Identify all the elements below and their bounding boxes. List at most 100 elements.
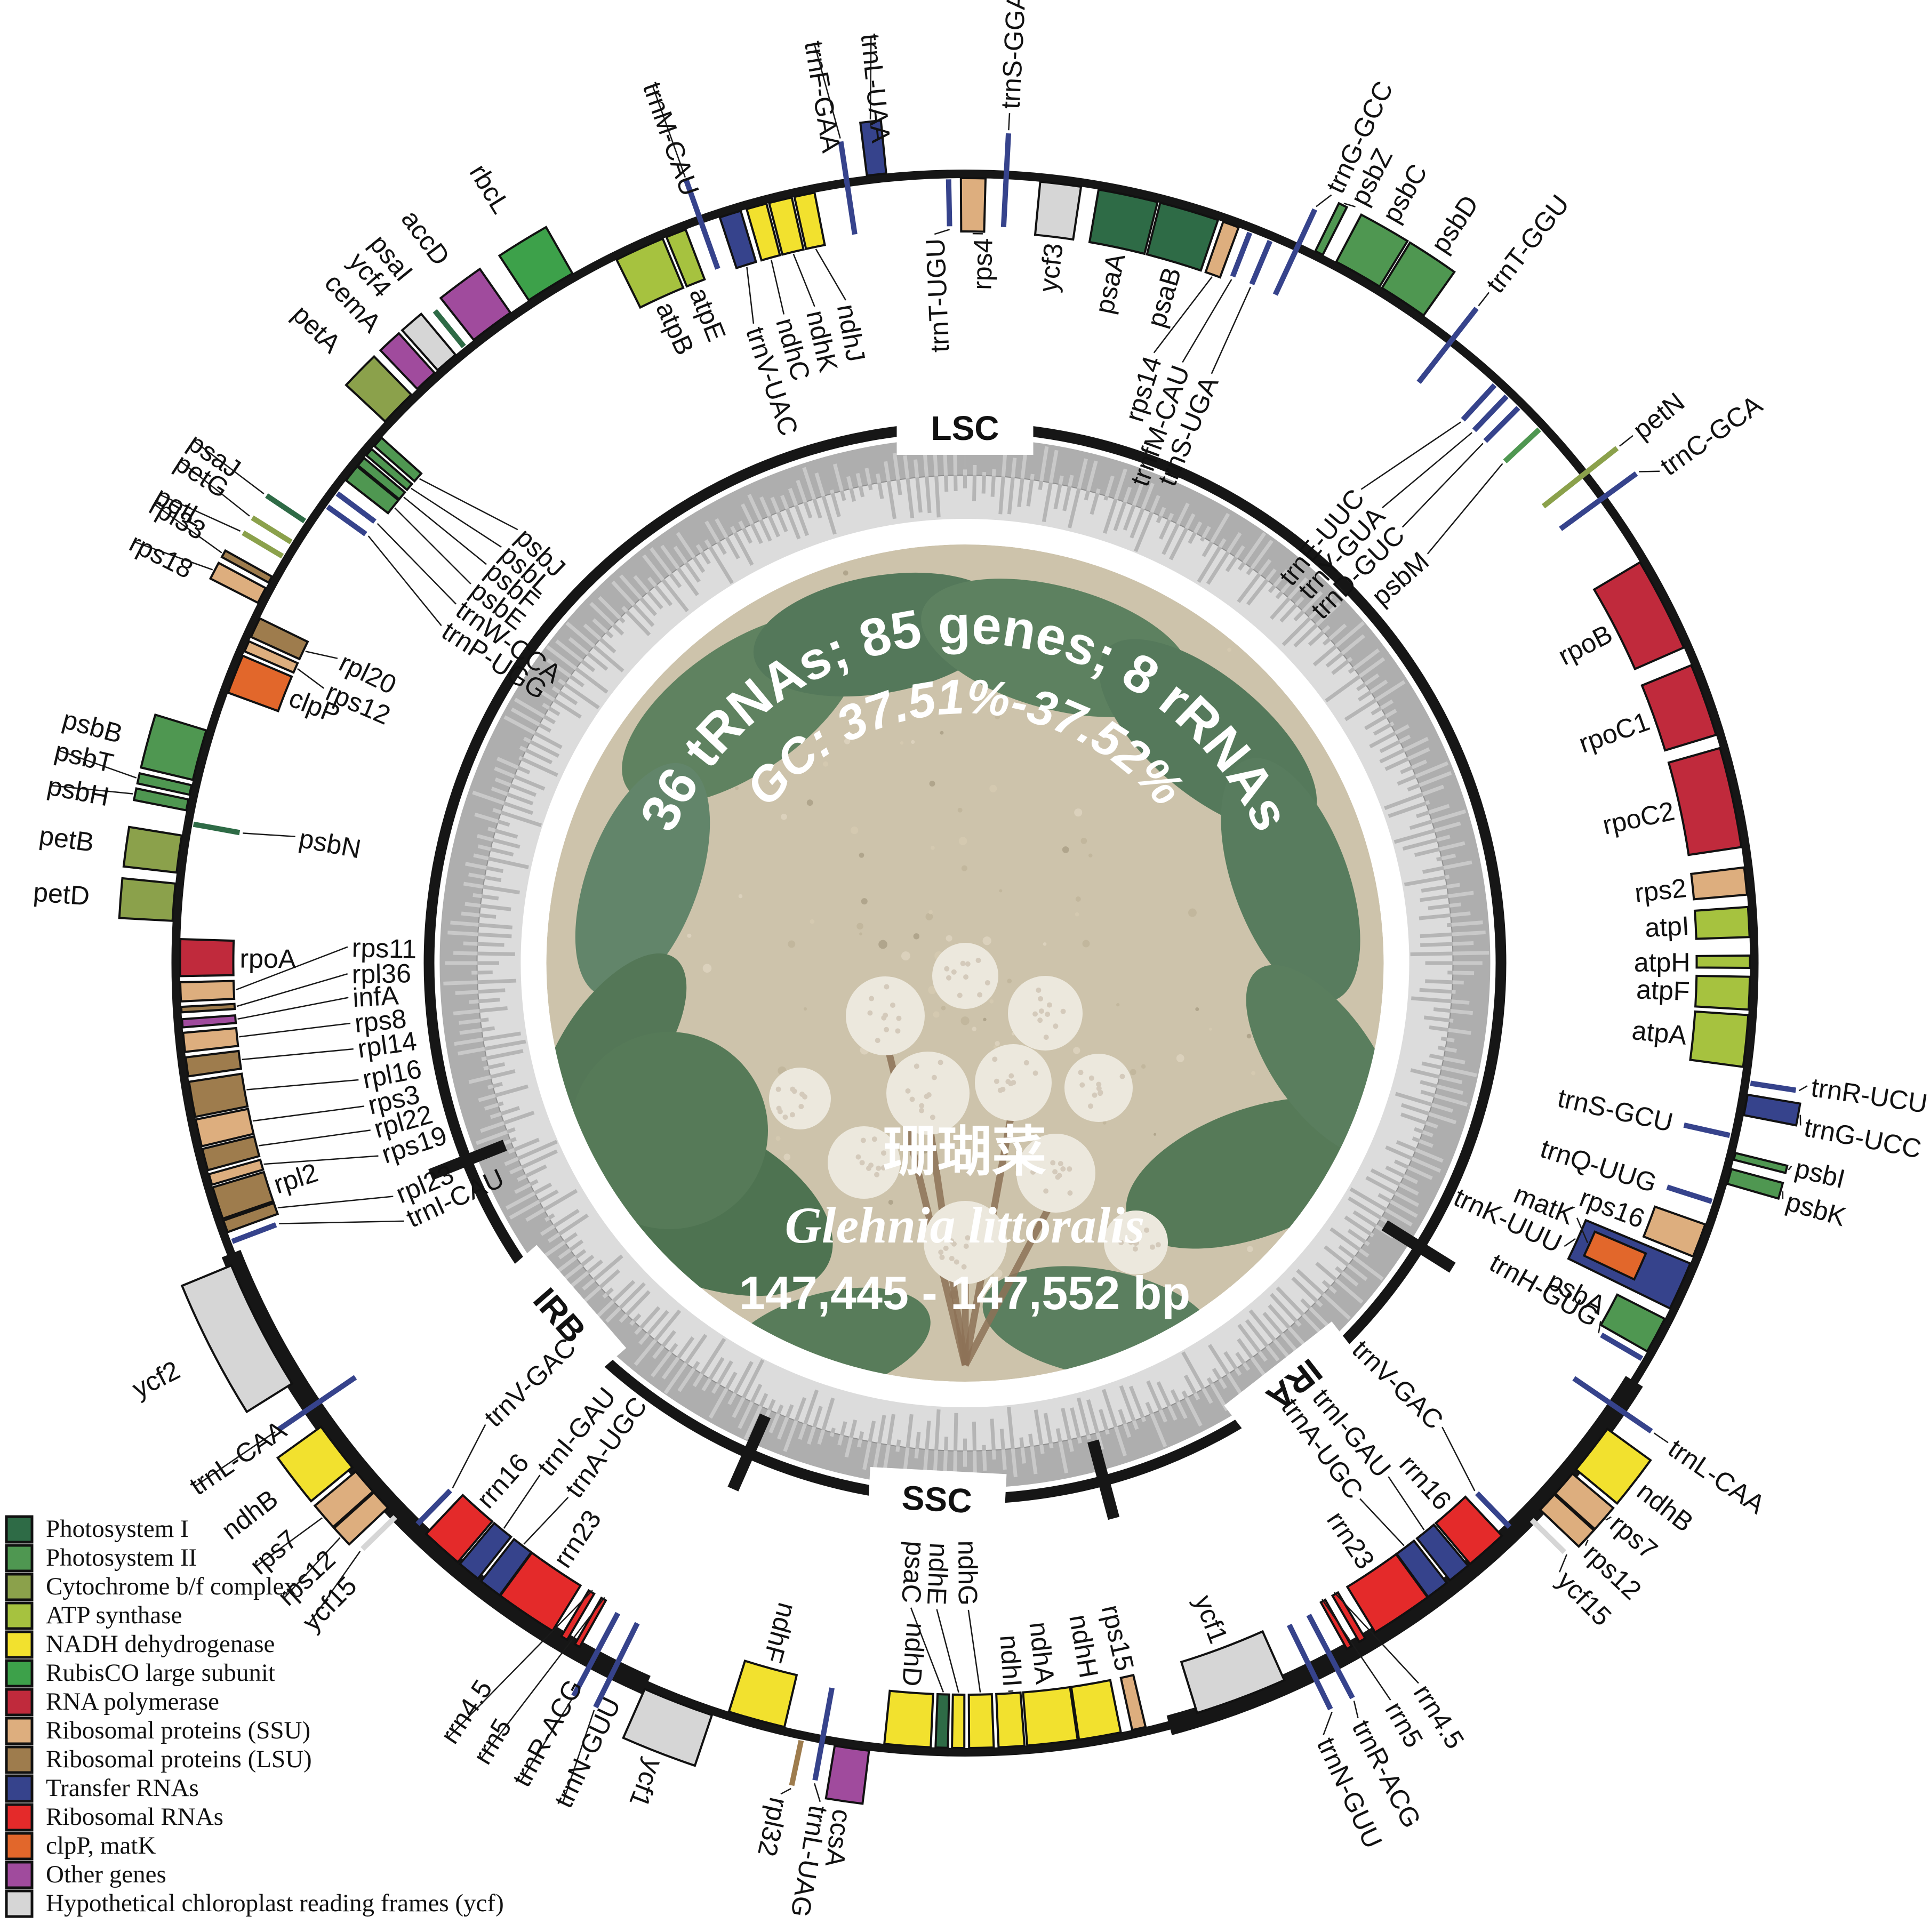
- gene-label-psaA: psaA: [1089, 250, 1131, 316]
- gene-box-rrn5: [1319, 1598, 1354, 1650]
- flower-dot: [896, 1015, 902, 1021]
- gc-bar: [1334, 621, 1365, 648]
- gene-box-trnL-UAA: [859, 119, 887, 177]
- gc-bar: [547, 1232, 560, 1243]
- gc-bar: [1400, 766, 1413, 774]
- gc-bar: [1150, 1413, 1167, 1448]
- gc-bar: [1150, 495, 1160, 513]
- flower-dot: [919, 1108, 925, 1113]
- gene-box-psbK: [1726, 1167, 1784, 1200]
- gc-bar: [1077, 1437, 1083, 1444]
- label-connector: [284, 1537, 341, 1598]
- gc-bar: [953, 455, 958, 476]
- gc-bar: [509, 1200, 540, 1220]
- gene-box-psbI: [1732, 1151, 1789, 1175]
- legend-row: Ribosomal proteins (LSU): [5, 1745, 312, 1774]
- gc-bar: [1169, 527, 1189, 560]
- sand-speckle: [810, 919, 815, 924]
- gc-bar: [1449, 902, 1461, 908]
- gc-bar: [1411, 996, 1452, 1004]
- gene-label-ndhF: ndhF: [757, 1600, 802, 1666]
- label-connector: [869, 37, 872, 119]
- gene-line-ycf15: [361, 1515, 397, 1551]
- gc-bar: [1262, 1311, 1284, 1336]
- gc-bar: [533, 1182, 552, 1195]
- gc-bar: [1276, 1286, 1305, 1317]
- label-connector: [235, 946, 348, 991]
- sand-speckle: [913, 933, 920, 940]
- gene-box-rrn4.5: [1331, 1591, 1367, 1644]
- flower-dot: [790, 1086, 796, 1092]
- gc-bar: [654, 1309, 682, 1342]
- gene-label-atpF: atpF: [1636, 974, 1690, 1006]
- gc-bar: [521, 757, 558, 777]
- gc-bar: [673, 546, 688, 564]
- gene-box-psbF: [356, 456, 407, 501]
- sand-speckle: [1116, 1003, 1120, 1007]
- flower-dot: [1096, 1081, 1102, 1087]
- gc-bar: [780, 494, 789, 510]
- gc-bar: [1026, 479, 1034, 507]
- genome-length: 147,445 - 147,552 bp: [739, 1266, 1190, 1319]
- gc-bar: [1158, 507, 1166, 517]
- sand-speckle: [1102, 1120, 1107, 1125]
- gc-bar: [558, 1248, 572, 1260]
- gc-bar: [1421, 885, 1447, 893]
- gc-bar: [548, 1213, 555, 1220]
- flower-dot: [855, 1154, 861, 1160]
- label-connector: [181, 461, 250, 517]
- gc-bar: [565, 621, 596, 648]
- gc-bar: [1422, 784, 1445, 796]
- flower-dot: [960, 960, 966, 966]
- sand-speckle: [960, 1016, 970, 1025]
- label-connector: [419, 478, 518, 531]
- gc-bar: [621, 606, 628, 613]
- gene-label-ndhI: ndhI: [994, 1634, 1027, 1688]
- flower-dot: [984, 980, 990, 985]
- gc-bar: [676, 1336, 695, 1359]
- gc-bar: [639, 597, 657, 616]
- legend-swatch-cytbf: [5, 1573, 34, 1601]
- gene-box-ycf3: [1034, 180, 1083, 241]
- flower-dot: [1032, 1011, 1038, 1017]
- gene-line-trnE-UUC: [1461, 383, 1497, 422]
- flower-dot: [949, 1256, 955, 1262]
- gene-line-petN: [1541, 446, 1619, 509]
- flower-head: [769, 1068, 831, 1129]
- gene-line-trnG-GCC: [1272, 208, 1318, 296]
- gc-bar: [463, 881, 484, 889]
- gc-bar: [1011, 1448, 1018, 1478]
- gene-box-ycf1: [1180, 1630, 1286, 1714]
- gene-connectors: [52, 37, 1808, 1802]
- gc-bar: [1439, 1075, 1463, 1085]
- flower-stem: [962, 1192, 1059, 1367]
- inverted-repeat-arc: [221, 1249, 651, 1695]
- gc-bar: [832, 463, 844, 492]
- gc-bar: [599, 637, 616, 654]
- gc-bar: [1279, 603, 1298, 623]
- gc-bar: [896, 479, 902, 495]
- flower-dot: [931, 1075, 937, 1080]
- gc-bar: [646, 1310, 669, 1336]
- gc-bar: [505, 1191, 536, 1210]
- gc-bar: [546, 658, 572, 678]
- gc-bar: [1061, 1407, 1072, 1440]
- gc-bar: [497, 820, 510, 827]
- gc-bar: [1188, 532, 1197, 544]
- gc-bar: [864, 468, 872, 485]
- label-connector: [1360, 421, 1461, 490]
- gc-bar: [830, 493, 841, 517]
- gc-bar: [517, 766, 531, 775]
- gc-bar: [1384, 792, 1424, 810]
- gc-bar: [1358, 657, 1386, 678]
- legend-row: ATP synthase: [5, 1601, 182, 1630]
- sand-speckle: [1074, 808, 1083, 817]
- label-connector: [1427, 463, 1503, 555]
- gc-bar: [458, 1047, 485, 1056]
- sand-speckle: [1246, 1033, 1252, 1039]
- gc-bar: [1347, 1263, 1368, 1281]
- gc-bar: [738, 1401, 754, 1429]
- gc-bar: [1429, 1053, 1444, 1060]
- flower-dot: [1136, 1231, 1142, 1237]
- gc-bar: [1380, 699, 1394, 710]
